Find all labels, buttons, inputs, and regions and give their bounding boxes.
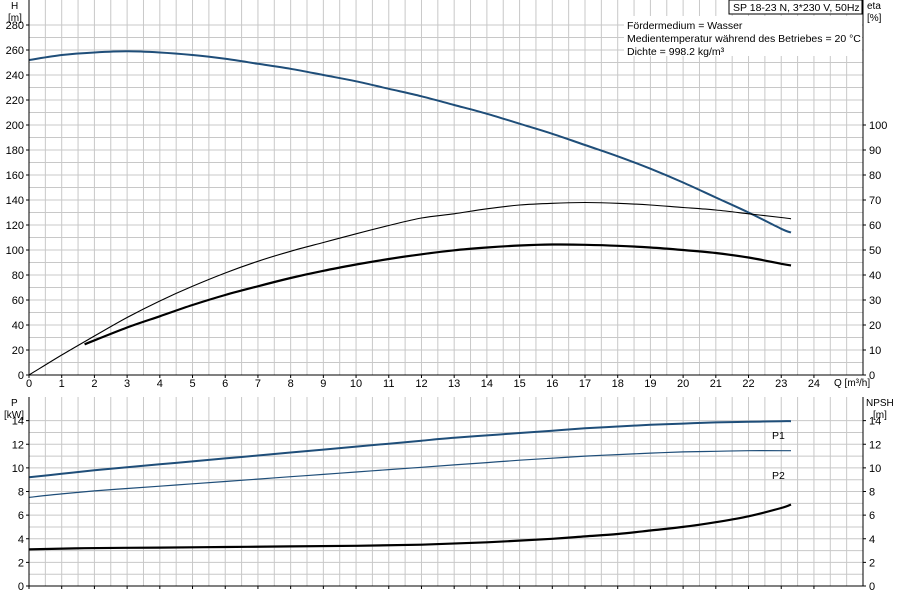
left-tick-label: 0 xyxy=(18,581,24,593)
x-tick-label: 6 xyxy=(222,378,228,390)
upper-x-axis-label: Q [m³/h] xyxy=(834,378,870,389)
right-tick-label: 4 xyxy=(869,534,875,546)
x-tick-label: 23 xyxy=(775,378,787,390)
left-tick-label: 80 xyxy=(12,270,24,282)
right-tick-label: 90 xyxy=(869,145,881,157)
notes-box xyxy=(624,16,862,56)
left-tick-label: 120 xyxy=(6,220,24,232)
x-tick-label: 18 xyxy=(612,378,624,390)
right-tick-label: 70 xyxy=(869,195,881,207)
right-tick-label: 10 xyxy=(869,345,881,357)
series-label-p2: P2 xyxy=(772,470,785,482)
x-tick-label: 1 xyxy=(59,378,65,390)
curve-lower-0 xyxy=(28,420,792,479)
left-tick-label: 12 xyxy=(12,439,24,451)
tick-layer: 0 1 2 3 4 5 6 7 8 9 10 11 12 13 14 15 16 17 18 19 20 21 22 23 24… xyxy=(6,20,888,593)
x-tick-label: 8 xyxy=(288,378,294,390)
left-tick-label: 10 xyxy=(12,463,24,475)
left-tick-label: 260 xyxy=(6,45,24,57)
x-tick-label: 7 xyxy=(255,378,261,390)
x-tick-label: 12 xyxy=(415,378,427,390)
x-tick-label: 10 xyxy=(350,378,362,390)
lower-right-axis-unit: [m] xyxy=(873,410,887,421)
right-tick-label: 60 xyxy=(869,220,881,232)
note-temperature: Medientemperatur während des Betriebes =… xyxy=(627,33,861,45)
right-tick-label: 10 xyxy=(869,463,881,475)
curve-lower-2 xyxy=(28,503,792,551)
curve-lower-1 xyxy=(28,450,791,498)
right-tick-label: 0 xyxy=(869,370,875,382)
pump-header-box xyxy=(728,0,863,15)
left-tick-label: 180 xyxy=(6,145,24,157)
curve-upper-2 xyxy=(84,243,792,346)
left-tick-label: 60 xyxy=(12,295,24,307)
left-tick-label: 8 xyxy=(18,487,24,499)
lower-left-axis-label: P xyxy=(11,398,18,409)
x-tick-label: 13 xyxy=(448,378,460,390)
right-tick-label: 0 xyxy=(869,581,875,593)
right-tick-label: 80 xyxy=(869,170,881,182)
upper-left-axis-label: H xyxy=(11,1,18,12)
left-tick-label: 140 xyxy=(6,195,24,207)
left-tick-label: 6 xyxy=(18,510,24,522)
x-tick-label: 3 xyxy=(124,378,130,390)
x-tick-label: 24 xyxy=(808,378,820,390)
x-tick-label: 21 xyxy=(710,378,722,390)
x-tick-label: 2 xyxy=(91,378,97,390)
x-tick-label: 19 xyxy=(644,378,656,390)
x-tick-label: 16 xyxy=(546,378,558,390)
x-tick-label: 5 xyxy=(189,378,195,390)
right-tick-label: 20 xyxy=(869,320,881,332)
left-tick-label: 280 xyxy=(6,20,24,32)
x-tick-label: 14 xyxy=(481,378,493,390)
right-tick-label: 2 xyxy=(869,557,875,569)
series-label-p1: P1 xyxy=(772,430,785,442)
note-density: Dichte = 998.2 kg/m³ xyxy=(627,46,725,58)
curve-layer xyxy=(28,50,792,551)
left-tick-label: 14 xyxy=(12,416,24,428)
right-tick-label: 6 xyxy=(869,510,875,522)
x-tick-label: 0 xyxy=(26,378,32,390)
left-tick-label: 160 xyxy=(6,170,24,182)
x-tick-label: 11 xyxy=(383,378,394,390)
right-tick-label: 100 xyxy=(869,120,887,132)
lower-left-axis-unit: [kW] xyxy=(4,410,24,421)
grid-layer xyxy=(29,0,863,586)
x-tick-label: 22 xyxy=(742,378,754,390)
x-tick-label: 17 xyxy=(579,378,591,390)
note-medium: Fördermedium = Wasser xyxy=(627,20,743,32)
upper-left-axis-unit: [m] xyxy=(8,13,22,24)
upper-right-axis-label: eta xyxy=(867,1,881,12)
curve-upper-0 xyxy=(28,50,792,234)
x-tick-label: 4 xyxy=(157,378,163,390)
right-tick-label: 50 xyxy=(869,245,881,257)
right-tick-label: 14 xyxy=(869,416,881,428)
left-tick-label: 220 xyxy=(6,95,24,107)
curve-upper-1 xyxy=(28,201,792,376)
left-tick-label: 240 xyxy=(6,70,24,82)
left-tick-label: 2 xyxy=(18,557,24,569)
left-tick-label: 20 xyxy=(12,345,24,357)
left-tick-label: 4 xyxy=(18,534,24,546)
lower-right-axis-label: NPSH xyxy=(866,398,894,409)
x-tick-label: 9 xyxy=(320,378,326,390)
right-tick-label: 8 xyxy=(869,487,875,499)
left-tick-label: 100 xyxy=(6,245,24,257)
x-tick-label: 15 xyxy=(513,378,525,390)
upper-right-axis-unit: [%] xyxy=(867,13,882,24)
left-tick-label: 40 xyxy=(12,320,24,332)
right-tick-label: 40 xyxy=(869,270,881,282)
pump-header-text: SP 18-23 N, 3*230 V, 50Hz xyxy=(733,2,860,14)
left-tick-label: 200 xyxy=(6,120,24,132)
right-tick-label: 12 xyxy=(869,439,881,451)
right-tick-label: 30 xyxy=(869,295,881,307)
x-tick-label: 20 xyxy=(677,378,689,390)
left-tick-label: 0 xyxy=(18,370,24,382)
